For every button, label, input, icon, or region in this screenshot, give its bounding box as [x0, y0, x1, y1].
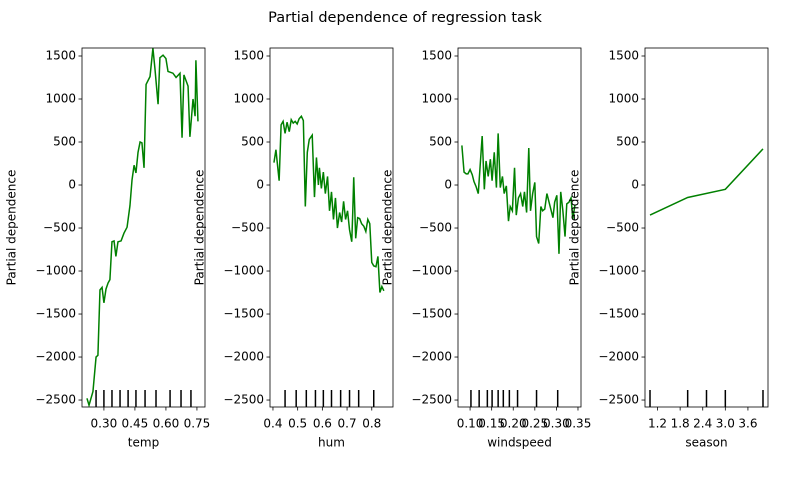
- x-tick-label: 0.30: [91, 417, 118, 431]
- x-tick-label: 0.6: [313, 417, 332, 431]
- x-tick-label: 0.45: [122, 417, 149, 431]
- y-tick-label: 0: [444, 178, 452, 192]
- y-tick-label: −1000: [411, 264, 452, 278]
- x-axis-label: hum: [318, 436, 345, 450]
- axes-frame: [457, 47, 582, 408]
- y-tick-label: −2000: [598, 350, 639, 364]
- x-tick-label: 0.20: [500, 417, 527, 431]
- y-tick-label: −2000: [223, 350, 264, 364]
- x-tick-label: 0.7: [338, 417, 357, 431]
- x-tick-label: 0.75: [184, 417, 211, 431]
- y-tick-label: −2000: [411, 350, 452, 364]
- y-tick-label: −1000: [598, 264, 639, 278]
- y-tick-label: −1500: [223, 307, 264, 321]
- y-tick-label: −500: [606, 221, 639, 235]
- y-tick-label: 0: [68, 178, 76, 192]
- x-tick-label: 0.8: [362, 417, 381, 431]
- y-tick-label: 500: [616, 135, 639, 149]
- y-tick-label: −1500: [411, 307, 452, 321]
- x-tick-label: 3.0: [716, 417, 735, 431]
- pd-line: [649, 148, 764, 216]
- y-tick-label: 0: [256, 178, 264, 192]
- subplot: −2500 −2000 −1500 −1000 −500 0 500 1000 1500 0.10…: [381, 47, 592, 450]
- y-tick-label: −1000: [35, 264, 76, 278]
- x-tick-label: 1.2: [648, 417, 667, 431]
- y-tick-label: 1500: [45, 48, 76, 62]
- y-tick-label: 500: [241, 135, 264, 149]
- y-tick-label: −500: [419, 221, 452, 235]
- y-tick-label: −2500: [223, 393, 264, 407]
- y-tick-label: 0: [631, 178, 639, 192]
- x-axis-label: season: [685, 436, 727, 450]
- y-axis-label: Partial dependence: [568, 170, 582, 286]
- subplot: −2500 −2000 −1500 −1000 −500 0 500 1000 1500 1.2 1…: [568, 47, 769, 450]
- y-tick-label: −1500: [598, 307, 639, 321]
- y-tick-label: −2500: [411, 393, 452, 407]
- axes-frame: [81, 47, 206, 408]
- x-tick-label: 0.5: [288, 417, 307, 431]
- y-axis-label: Partial dependence: [5, 170, 19, 286]
- x-tick-label: 0.35: [565, 417, 592, 431]
- x-tick-label: 2.4: [693, 417, 712, 431]
- y-tick-label: −500: [231, 221, 264, 235]
- subplot: −2500 −2000 −1500 −1000 −500 0 500 1000 1500 0.30…: [5, 47, 211, 450]
- axes-frame: [644, 47, 769, 408]
- x-tick-label: 0.60: [153, 417, 180, 431]
- x-tick-label: 3.6: [738, 417, 757, 431]
- x-tick-label: 0.30: [543, 417, 570, 431]
- axes-frame: [269, 47, 394, 408]
- x-tick-label: 0.10: [457, 417, 484, 431]
- x-axis-label: windspeed: [487, 436, 552, 450]
- y-tick-label: −1000: [223, 264, 264, 278]
- x-axis-label: temp: [128, 436, 159, 450]
- y-tick-label: 500: [429, 135, 452, 149]
- y-tick-label: 1000: [421, 92, 452, 106]
- y-tick-label: −2500: [35, 393, 76, 407]
- pd-line: [273, 114, 385, 293]
- y-tick-label: −500: [43, 221, 76, 235]
- y-tick-label: 1000: [233, 92, 264, 106]
- x-tick-label: 0.25: [521, 417, 548, 431]
- y-tick-label: −2500: [598, 393, 639, 407]
- y-tick-label: 1500: [608, 48, 639, 62]
- y-axis-label: Partial dependence: [381, 170, 395, 286]
- y-tick-label: 1000: [608, 92, 639, 106]
- subplot: −2500 −2000 −1500 −1000 −500 0 500 1000 1500 0.4 0…: [193, 47, 394, 450]
- y-tick-label: 1500: [421, 48, 452, 62]
- y-tick-label: −2000: [35, 350, 76, 364]
- y-tick-label: 500: [53, 135, 76, 149]
- y-tick-label: 1500: [233, 48, 264, 62]
- y-tick-label: −1500: [35, 307, 76, 321]
- figure-title: Partial dependence of regression task: [268, 10, 542, 26]
- x-tick-label: 0.15: [478, 417, 505, 431]
- pd-line: [86, 48, 199, 407]
- y-axis-label: Partial dependence: [193, 170, 207, 286]
- x-tick-label: 0.4: [263, 417, 282, 431]
- pd-line: [461, 133, 576, 254]
- y-tick-label: 1000: [45, 92, 76, 106]
- x-tick-label: 1.8: [671, 417, 690, 431]
